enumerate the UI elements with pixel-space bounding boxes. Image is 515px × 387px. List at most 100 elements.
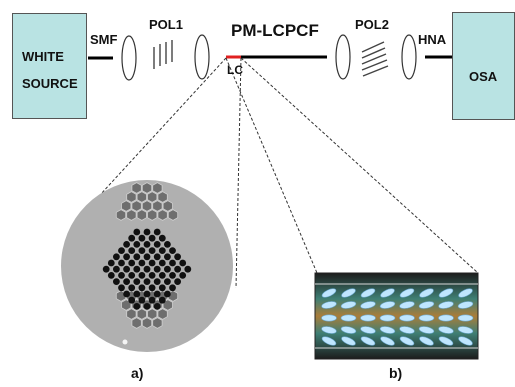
lc-molecule — [360, 301, 376, 309]
air-hole — [138, 284, 146, 292]
osa-box: OSA — [452, 12, 515, 120]
air-hole — [153, 290, 161, 298]
lc-filled-hole — [131, 182, 142, 194]
lc-molecule — [458, 336, 473, 346]
air-hole — [118, 247, 125, 255]
white-source-label-line1: WHITE — [22, 49, 64, 64]
air-hole — [128, 272, 136, 279]
lc-molecule — [418, 314, 435, 322]
lens-3 — [335, 34, 351, 80]
lc-filled-hole — [126, 308, 137, 320]
air-hole — [123, 241, 130, 248]
lc-filled-hole — [152, 182, 163, 194]
air-hole — [169, 259, 176, 267]
lens-2 — [194, 34, 210, 80]
air-hole — [143, 265, 151, 273]
air-hole — [148, 247, 156, 255]
air-hole — [133, 265, 141, 273]
panel-a-label: a) — [131, 365, 144, 381]
lc-filled-hole — [136, 308, 147, 320]
lc-molecule — [321, 326, 337, 334]
air-hole — [128, 259, 136, 267]
lc-molecule — [399, 301, 415, 309]
lc-alignment-inset — [314, 272, 479, 360]
lc-molecule — [438, 336, 454, 346]
lc-molecule — [340, 326, 357, 334]
pol1-polarizer — [153, 40, 173, 69]
air-hole — [153, 303, 161, 310]
air-hole — [128, 234, 136, 242]
lc-filled-hole — [126, 191, 137, 203]
lc-filled-hole — [141, 317, 153, 329]
air-hole — [113, 278, 120, 285]
air-hole — [123, 290, 130, 298]
white-source-label-line2: SOURCE — [22, 76, 78, 91]
air-hole — [143, 303, 151, 310]
air-hole — [113, 253, 120, 261]
lc-filled-hole — [121, 200, 132, 212]
air-hole — [158, 234, 166, 242]
lc-filled-hole — [136, 191, 147, 203]
lc-filled-hole — [157, 308, 168, 320]
osa-label: OSA — [469, 69, 498, 84]
air-hole — [153, 278, 161, 285]
lens-1 — [121, 35, 137, 81]
lc-molecule — [438, 326, 454, 334]
lc-filled-hole — [147, 308, 158, 320]
air-hole — [179, 259, 187, 267]
air-hole — [102, 265, 110, 273]
air-hole — [138, 259, 146, 267]
air-hole — [143, 278, 151, 285]
lc-molecule — [360, 336, 376, 346]
air-hole — [153, 228, 161, 236]
lc-molecule — [399, 336, 415, 346]
lc-filled-hole — [157, 209, 168, 221]
lc-label: LC — [227, 63, 243, 77]
air-hole — [143, 241, 151, 248]
air-hole — [133, 290, 141, 298]
air-hole — [169, 284, 176, 292]
lc-molecule — [341, 288, 356, 298]
air-hole — [179, 272, 187, 279]
lc-filled-hole — [115, 209, 127, 221]
lc-molecule — [399, 314, 415, 322]
air-hole — [158, 259, 166, 267]
lc-molecule — [438, 288, 454, 298]
air-hole — [118, 284, 125, 292]
air-hole — [133, 303, 141, 310]
air-hole — [138, 272, 146, 279]
pol2-polarizer — [361, 41, 389, 77]
air-hole — [164, 278, 171, 285]
air-hole — [174, 278, 182, 285]
lc-molecule — [379, 301, 396, 309]
air-hole — [143, 253, 151, 261]
lens-4 — [401, 34, 417, 80]
air-hole — [133, 278, 141, 285]
air-hole — [133, 253, 141, 261]
lc-filled-hole — [136, 209, 147, 221]
air-hole — [164, 265, 171, 273]
lc-molecule — [399, 288, 415, 298]
air-hole — [143, 228, 151, 236]
lc-molecule — [360, 326, 376, 334]
air-hole — [158, 272, 166, 279]
air-hole — [128, 284, 136, 292]
air-hole — [123, 278, 130, 285]
lc-filled-hole — [167, 209, 179, 221]
lc-molecule — [438, 314, 454, 322]
air-hole — [138, 296, 146, 304]
air-hole — [174, 265, 182, 273]
air-hole — [123, 265, 130, 273]
air-hole — [148, 296, 156, 304]
lc-molecule — [321, 301, 337, 309]
lc-molecule — [399, 326, 415, 334]
lc-filled-hole — [131, 200, 142, 212]
air-hole — [174, 253, 182, 261]
air-hole — [169, 247, 176, 255]
lc-filled-hole — [152, 200, 163, 212]
lc-molecule — [379, 326, 396, 334]
lc-molecule — [360, 288, 376, 298]
air-hole — [133, 228, 141, 236]
white-source-box: WHITE SOURCE — [12, 13, 87, 119]
